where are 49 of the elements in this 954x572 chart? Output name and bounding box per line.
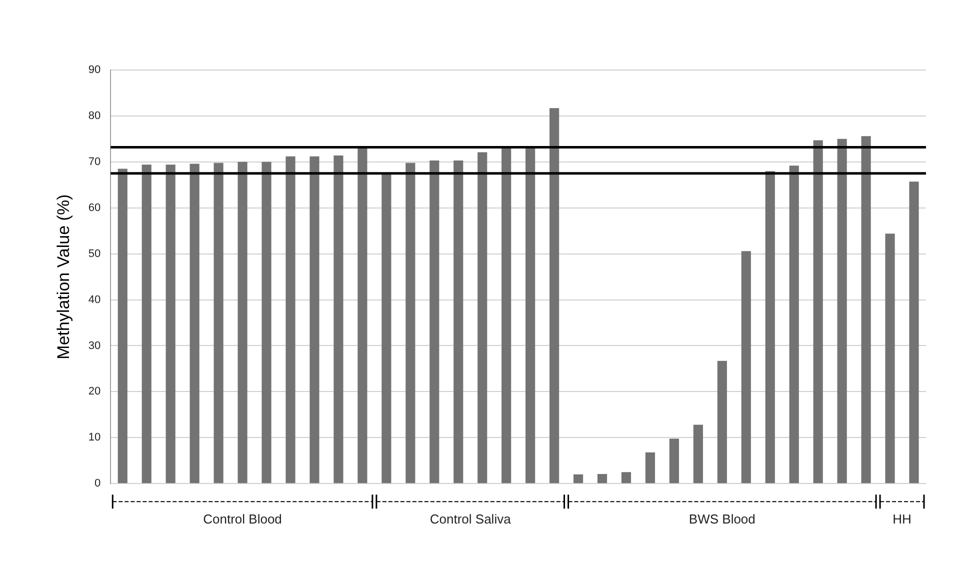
bar xyxy=(526,147,536,484)
bar xyxy=(334,155,344,484)
bar xyxy=(454,160,464,484)
y-tick-label: 40 xyxy=(88,294,101,306)
bar xyxy=(621,472,632,484)
bar xyxy=(118,168,128,484)
bar xyxy=(597,474,608,484)
bar xyxy=(358,148,368,484)
bar xyxy=(214,162,224,484)
bar xyxy=(142,164,152,484)
y-tick-label: 90 xyxy=(88,64,101,76)
y-axis-title: Methylation Value (%) xyxy=(54,194,73,360)
bar xyxy=(430,160,440,484)
bar xyxy=(262,162,272,484)
text: HH xyxy=(892,512,912,527)
text: Control Blood xyxy=(203,512,282,527)
bar xyxy=(190,164,200,484)
bar xyxy=(741,251,751,484)
bar xyxy=(478,152,488,484)
text: BWS Blood xyxy=(688,512,756,527)
y-tick-label: 0 xyxy=(94,478,101,490)
bar xyxy=(669,438,679,484)
bar xyxy=(909,182,919,484)
y-tick-label: 60 xyxy=(88,202,101,214)
bar xyxy=(238,162,248,484)
y-tick-label: 80 xyxy=(88,110,101,122)
y-tick-label: 30 xyxy=(88,340,101,352)
bar xyxy=(861,136,871,484)
bar xyxy=(286,156,296,484)
bar xyxy=(765,171,775,484)
bar xyxy=(573,474,584,484)
bar xyxy=(693,424,703,484)
bar xyxy=(549,108,560,484)
bar xyxy=(645,452,656,484)
bar xyxy=(406,162,416,484)
bar xyxy=(885,234,895,484)
bar xyxy=(502,148,512,484)
bar xyxy=(837,138,847,484)
bar xyxy=(310,156,320,484)
y-tick-label: 70 xyxy=(88,156,101,168)
bar xyxy=(382,173,392,484)
bar xyxy=(813,140,823,484)
bar xyxy=(717,360,727,484)
y-tick-label: 50 xyxy=(88,248,101,260)
text: Control Saliva xyxy=(430,512,512,527)
y-tick-label: 10 xyxy=(88,432,101,444)
bar xyxy=(166,164,176,484)
y-tick-label: 20 xyxy=(88,386,101,398)
bar xyxy=(789,166,799,484)
